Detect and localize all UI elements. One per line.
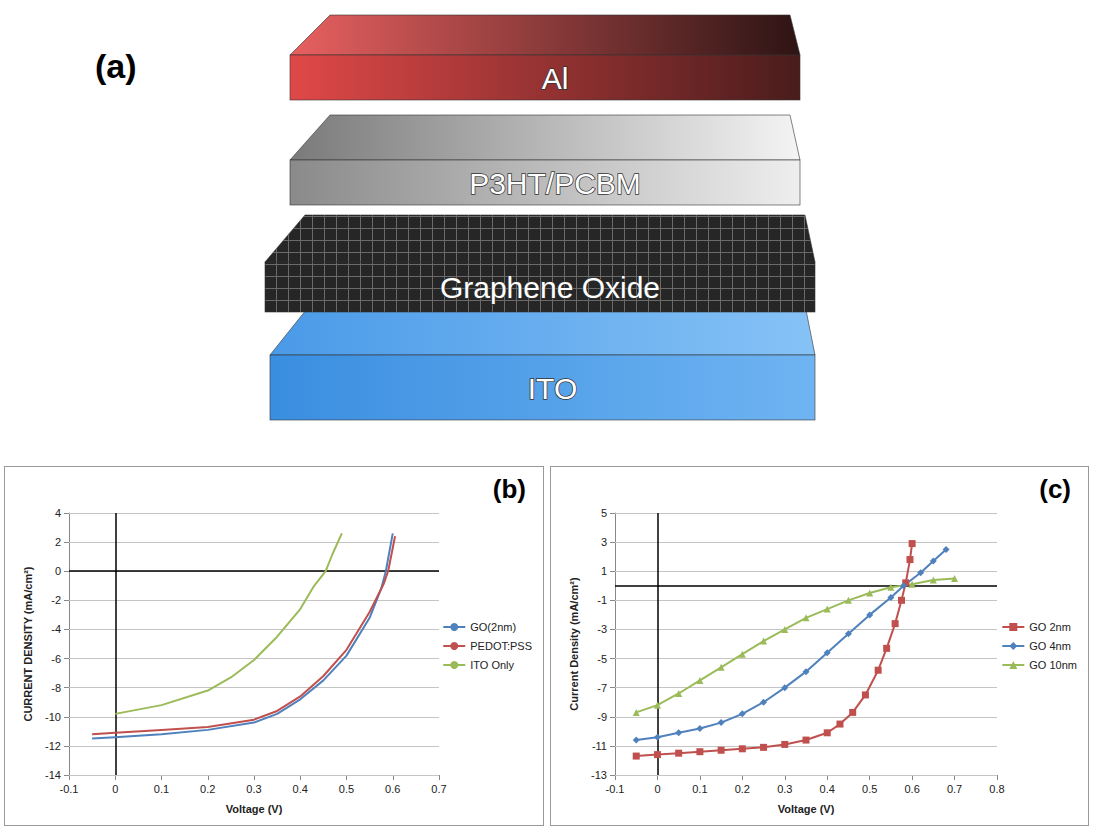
svg-text:(c): (c) <box>1039 474 1071 504</box>
svg-text:-0.1: -0.1 <box>606 783 625 795</box>
svg-text:5: 5 <box>601 507 607 519</box>
svg-text:P3HT/PCBM: P3HT/PCBM <box>469 167 641 200</box>
svg-text:-9: -9 <box>597 711 607 723</box>
svg-text:0.7: 0.7 <box>431 783 446 795</box>
svg-text:0.7: 0.7 <box>947 783 962 795</box>
svg-text:0.6: 0.6 <box>904 783 919 795</box>
svg-text:0.1: 0.1 <box>154 783 169 795</box>
svg-text:0.3: 0.3 <box>777 783 792 795</box>
svg-text:-14: -14 <box>45 769 61 781</box>
svg-text:0.5: 0.5 <box>339 783 354 795</box>
svg-text:3: 3 <box>601 536 607 548</box>
svg-text:Voltage (V): Voltage (V) <box>778 803 835 815</box>
svg-text:0.3: 0.3 <box>246 783 261 795</box>
svg-text:0.4: 0.4 <box>820 783 835 795</box>
svg-text:-0.1: -0.1 <box>60 783 79 795</box>
svg-text:-7: -7 <box>597 682 607 694</box>
svg-text:0.2: 0.2 <box>200 783 215 795</box>
svg-text:-1: -1 <box>597 594 607 606</box>
svg-text:-13: -13 <box>591 769 607 781</box>
svg-text:0.1: 0.1 <box>692 783 707 795</box>
svg-text:GO 4nm: GO 4nm <box>1029 640 1071 652</box>
svg-text:-10: -10 <box>45 711 61 723</box>
svg-text:Current Density (mA/cm²): Current Density (mA/cm²) <box>568 577 580 711</box>
svg-text:(b): (b) <box>493 474 526 504</box>
svg-text:-5: -5 <box>597 653 607 665</box>
svg-text:Graphene Oxide: Graphene Oxide <box>440 271 660 304</box>
svg-text:ITO Only: ITO Only <box>470 659 514 671</box>
svg-text:CURRENT DENSITY (mA/cm²): CURRENT DENSITY (mA/cm²) <box>22 566 34 721</box>
svg-text:GO(2nm): GO(2nm) <box>470 621 516 633</box>
svg-text:0.8: 0.8 <box>989 783 1004 795</box>
svg-text:-2: -2 <box>51 594 61 606</box>
svg-text:Al: Al <box>542 62 569 95</box>
svg-text:-11: -11 <box>592 740 607 752</box>
svg-text:-3: -3 <box>597 623 607 635</box>
svg-text:(a): (a) <box>95 47 137 85</box>
svg-text:Voltage (V): Voltage (V) <box>226 803 283 815</box>
svg-text:1: 1 <box>601 565 607 577</box>
svg-text:0: 0 <box>55 565 61 577</box>
svg-text:GO 2nm: GO 2nm <box>1029 621 1071 633</box>
svg-text:ITO: ITO <box>528 372 577 405</box>
svg-text:-6: -6 <box>51 653 61 665</box>
svg-text:-8: -8 <box>51 682 61 694</box>
svg-text:4: 4 <box>55 507 61 519</box>
svg-text:-4: -4 <box>51 623 61 635</box>
svg-text:0.4: 0.4 <box>293 783 308 795</box>
svg-text:GO 10nm: GO 10nm <box>1029 659 1077 671</box>
svg-text:0.2: 0.2 <box>735 783 750 795</box>
svg-text:0: 0 <box>654 783 660 795</box>
svg-text:0.5: 0.5 <box>862 783 877 795</box>
svg-text:0.6: 0.6 <box>385 783 400 795</box>
svg-text:2: 2 <box>55 536 61 548</box>
svg-text:0: 0 <box>112 783 118 795</box>
svg-text:PEDOT:PSS: PEDOT:PSS <box>470 640 532 652</box>
svg-text:-12: -12 <box>45 740 61 752</box>
